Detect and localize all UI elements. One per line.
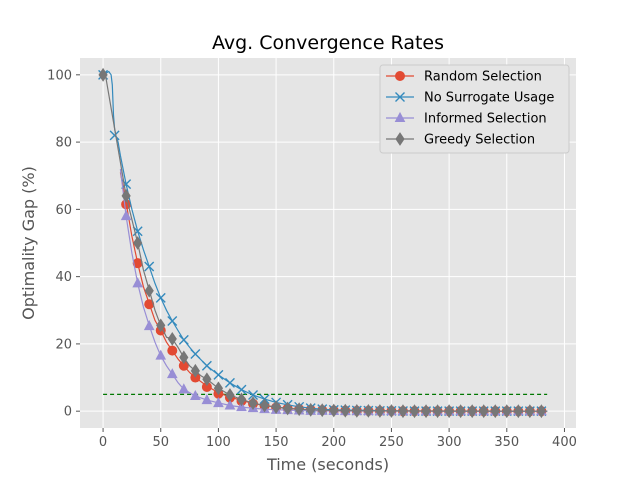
no-surrogate-usage-point	[178, 334, 189, 345]
greedy-selection-point	[236, 392, 247, 407]
x-tick-label: 50	[152, 435, 169, 450]
greedy-selection-point	[409, 404, 420, 419]
series-group	[98, 67, 548, 419]
x-tick-label: 400	[552, 435, 577, 450]
greedy-selection-point	[248, 396, 258, 411]
informed-selection-point	[213, 397, 224, 408]
greedy-selection-point	[317, 403, 327, 418]
no-surrogate-usage-point	[224, 377, 235, 388]
informed-selection-point	[224, 399, 236, 410]
x-tick-label: 0	[99, 435, 107, 450]
no-surrogate-usage-point	[144, 261, 155, 272]
greedy-selection-point	[456, 404, 466, 419]
greedy-selection-point	[398, 404, 408, 419]
legend-label: Informed Selection	[424, 112, 547, 127]
no-surrogate-usage-point	[236, 384, 247, 395]
y-tick-label: 0	[64, 405, 72, 420]
informed-selection-point	[143, 320, 155, 331]
chart-title: Avg. Convergence Rates	[212, 32, 444, 54]
no-surrogate-usage-point	[109, 130, 120, 141]
informed-selection-point	[155, 349, 167, 360]
series-greedy-selection	[98, 67, 548, 419]
greedy-selection-point	[490, 404, 500, 419]
greedy-selection-point	[121, 189, 131, 203]
legend-item-no-surrogate-usage: No Surrogate Usage	[386, 91, 554, 106]
informed-selection-point	[132, 277, 144, 288]
greedy-selection-point	[167, 331, 177, 346]
no-surrogate-usage-point	[190, 349, 201, 359]
x-tick-label: 350	[494, 435, 519, 450]
informed-selection-point	[120, 210, 132, 221]
greedy-selection-point	[179, 350, 189, 365]
greedy-selection-point	[386, 404, 397, 418]
legend-item-greedy-selection: Greedy Selection	[386, 132, 535, 148]
legend-item-informed-selection: Informed Selection	[386, 112, 547, 127]
y-tick-label: 20	[55, 337, 72, 352]
informed-selection-point	[236, 401, 247, 412]
greedy-selection-point	[294, 402, 304, 417]
legend-item-random-selection: Random Selection	[386, 70, 542, 85]
no-surrogate-usage-point	[155, 292, 166, 303]
x-tick-label: 200	[321, 435, 346, 450]
greedy-selection-point	[213, 381, 224, 396]
greedy-selection-point	[202, 372, 212, 387]
greedy-selection-point	[421, 404, 431, 419]
greedy-selection-point	[479, 404, 489, 419]
legend-swatch-marker	[395, 132, 405, 146]
legend-swatch-marker	[395, 92, 405, 102]
y-tick-label: 100	[47, 68, 72, 83]
greedy-selection-point	[271, 400, 281, 415]
x-tick-label: 150	[264, 435, 289, 450]
greedy-selection-point	[375, 404, 385, 418]
x-tick-label: 300	[437, 435, 462, 450]
y-axis-label: Optimality Gap (%)	[19, 166, 38, 320]
no-surrogate-usage-point	[167, 316, 178, 327]
legend-swatch-marker	[395, 71, 405, 81]
greedy-selection-point	[283, 401, 293, 416]
informed-selection-point	[166, 368, 178, 379]
greedy-selection-point	[432, 404, 443, 419]
no-surrogate-usage-point	[132, 226, 143, 237]
greedy-selection-point	[259, 398, 270, 413]
greedy-selection-point	[306, 402, 316, 417]
greedy-selection-point	[444, 404, 454, 419]
greedy-selection-point	[133, 236, 143, 250]
legend-label: Random Selection	[424, 70, 542, 85]
x-tick-label: 250	[379, 435, 404, 450]
legend: Random Selection No Surrogate Usage Inform…	[379, 64, 570, 154]
legend-label: No Surrogate Usage	[424, 91, 554, 106]
y-tick-label: 80	[55, 136, 72, 151]
legend-box	[379, 64, 570, 154]
legend-swatch-marker	[394, 111, 406, 122]
x-tick-label: 100	[206, 435, 231, 450]
no-surrogate-usage-point	[248, 390, 259, 401]
x-axis-label: Time (seconds)	[266, 455, 389, 474]
informed-selection-point	[201, 394, 213, 405]
greedy-selection-point	[190, 363, 200, 378]
greedy-selection-point	[329, 403, 339, 418]
informed-selection-point	[190, 389, 201, 401]
no-surrogate-usage-point	[213, 369, 224, 380]
axis-ticks: 0 50 100 150 200 250 300 350 400 0 20 40 60 80 100	[47, 68, 577, 450]
greedy-selection-point	[513, 404, 523, 419]
greedy-selection-point	[536, 404, 546, 419]
greedy-selection-point	[502, 404, 512, 419]
greedy-selection-point	[156, 318, 166, 333]
greedy-selection-point	[467, 404, 477, 419]
y-tick-label: 60	[55, 203, 72, 218]
no-surrogate-usage-point	[201, 360, 212, 371]
greedy-selection-point	[144, 283, 154, 298]
random-selection-point	[167, 345, 178, 356]
y-tick-label: 40	[55, 270, 72, 285]
informed-selection-point	[178, 383, 190, 394]
legend-label: Greedy Selection	[424, 133, 535, 148]
greedy-selection-point	[525, 404, 535, 419]
greedy-selection-point	[352, 403, 362, 418]
greedy-selection-point	[225, 388, 235, 402]
greedy-selection-point	[98, 67, 108, 82]
greedy-selection-point	[340, 403, 350, 418]
greedy-selection-point	[363, 403, 373, 418]
